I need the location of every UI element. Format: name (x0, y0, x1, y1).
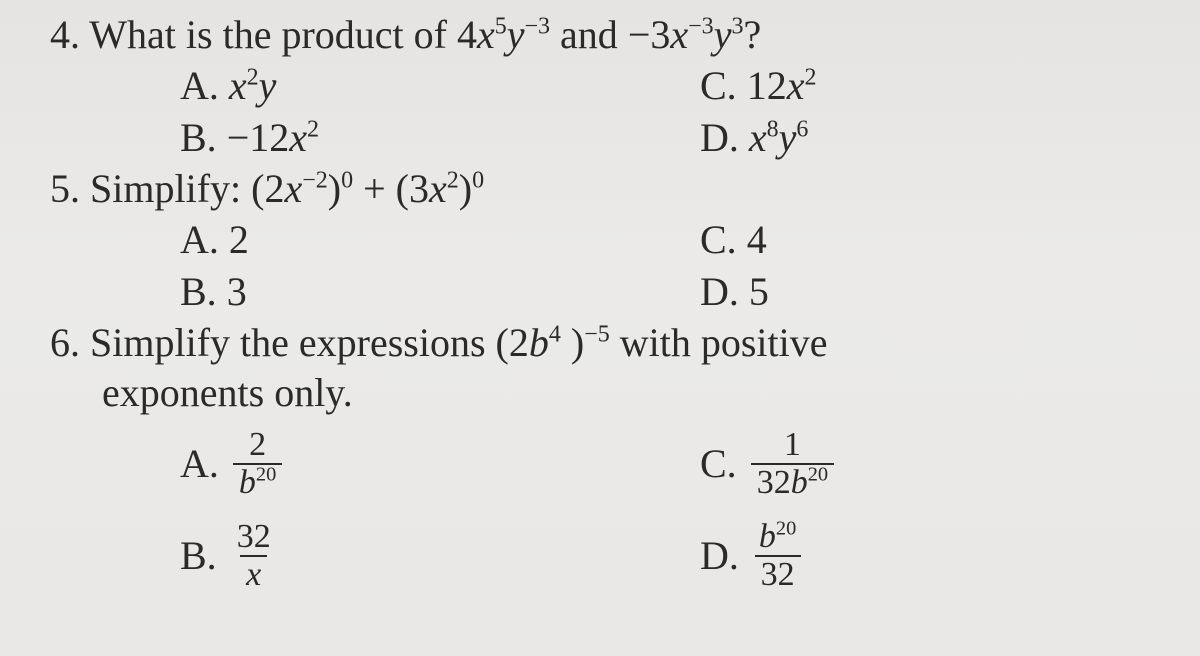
q4-expr2: −3x−3y3 (628, 12, 744, 57)
q4-choice-c: C. 12x2 (700, 60, 816, 112)
worksheet-page: 4. What is the product of 4x5y−3 and −3x… (0, 0, 1200, 656)
q5-a-val: 2 (229, 215, 249, 265)
q5-choices: A. 2 B. 3 C. 4 D. 5 (50, 214, 1170, 318)
choice-label: C. (700, 61, 737, 111)
fraction-denominator: b20 (233, 463, 282, 501)
q4-a-expr: x2y (229, 61, 277, 111)
q6-expr: (2b4 )−5 (496, 320, 610, 365)
q5-number: 5. (50, 166, 80, 211)
question-6: 6. Simplify the expressions (2b4 )−5 wit… (50, 318, 1170, 418)
choice-label: D. (700, 267, 739, 317)
q5-choice-a: A. 2 (180, 214, 700, 266)
q5-b-val: 3 (227, 267, 247, 317)
choice-label: B. (180, 113, 217, 163)
q4-text-pre: What is the product of (89, 12, 457, 57)
q5-expr: (2x−2)0 + (3x2)0 (251, 166, 484, 211)
q6-b-frac: 32 x (231, 519, 277, 592)
question-4: 4. What is the product of 4x5y−3 and −3x… (50, 10, 1170, 60)
q4-c-expr: 12x2 (747, 61, 817, 111)
q4-expr1: 4x5y−3 (457, 12, 550, 57)
q5-text-pre: Simplify: (90, 166, 251, 211)
q5-choice-b: B. 3 (180, 266, 700, 318)
q4-b-expr: −12x2 (227, 113, 319, 163)
q5-choice-c: C. 4 (700, 214, 769, 266)
q4-stem: 4. What is the product of 4x5y−3 and −3x… (50, 10, 1170, 60)
q4-number: 4. (50, 12, 80, 57)
q4-text-post: ? (743, 12, 761, 57)
q5-stem: 5. Simplify: (2x−2)0 + (3x2)0 (50, 164, 1170, 214)
choice-label: C. (700, 439, 737, 489)
q4-choice-a: A. x2y (180, 60, 700, 112)
q4-choice-d: D. x8y6 (700, 112, 816, 164)
fraction-numerator: 32 (231, 519, 277, 555)
q6-choice-a: A. 2 b20 (180, 418, 700, 510)
fraction-numerator: 2 (243, 427, 272, 463)
q6-a-frac: 2 b20 (233, 427, 282, 500)
choice-label: B. (180, 531, 217, 581)
choice-label: A. (180, 61, 219, 111)
q6-stem-line1: 6. Simplify the expressions (2b4 )−5 wit… (50, 318, 1170, 368)
q4-text-mid: and (560, 12, 628, 57)
q6-choice-c: C. 1 32b20 (700, 418, 838, 510)
fraction-numerator: 1 (778, 427, 807, 463)
q4-d-expr: x8y6 (749, 113, 809, 163)
q6-text-post: with positive (620, 320, 828, 365)
q4-choices: A. x2y B. −12x2 C. 12x2 D. x8y6 (50, 60, 1170, 164)
fraction-denominator: 32 (755, 555, 801, 593)
q5-c-val: 4 (747, 215, 767, 265)
fraction-numerator: b20 (753, 519, 802, 555)
fraction-denominator: x (240, 555, 267, 593)
q5-choice-d: D. 5 (700, 266, 769, 318)
choice-label: B. (180, 267, 217, 317)
fraction-denominator: 32b20 (751, 463, 834, 501)
q6-number: 6. (50, 320, 80, 365)
q6-stem-line2: exponents only. (50, 368, 1170, 418)
choice-label: D. (700, 531, 739, 581)
q6-choice-b: B. 32 x (180, 510, 700, 602)
choice-label: A. (180, 439, 219, 489)
q4-choice-b: B. −12x2 (180, 112, 700, 164)
q6-d-frac: b20 32 (753, 519, 802, 592)
choice-label: C. (700, 215, 737, 265)
q5-d-val: 5 (749, 267, 769, 317)
q6-choice-d: D. b20 32 (700, 510, 838, 602)
question-5: 5. Simplify: (2x−2)0 + (3x2)0 (50, 164, 1170, 214)
choice-label: D. (700, 113, 739, 163)
q6-text-pre: Simplify the expressions (90, 320, 496, 365)
q6-c-frac: 1 32b20 (751, 427, 834, 500)
choice-label: A. (180, 215, 219, 265)
q6-choices: A. 2 b20 B. 32 x C. 1 32b20 (50, 418, 1170, 602)
